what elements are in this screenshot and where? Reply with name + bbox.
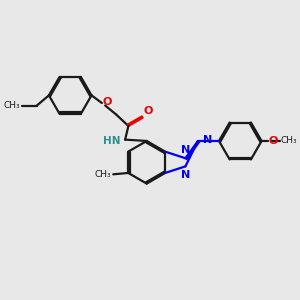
Text: O: O [144,106,153,116]
Text: CH₃: CH₃ [95,170,112,179]
Text: CH₃: CH₃ [4,101,20,110]
Text: N: N [181,170,190,180]
Text: CH₃: CH₃ [281,136,298,146]
Text: N: N [181,145,190,155]
Text: O: O [103,98,112,107]
Text: HN: HN [103,136,120,146]
Text: N: N [203,135,212,146]
Text: O: O [268,136,278,146]
